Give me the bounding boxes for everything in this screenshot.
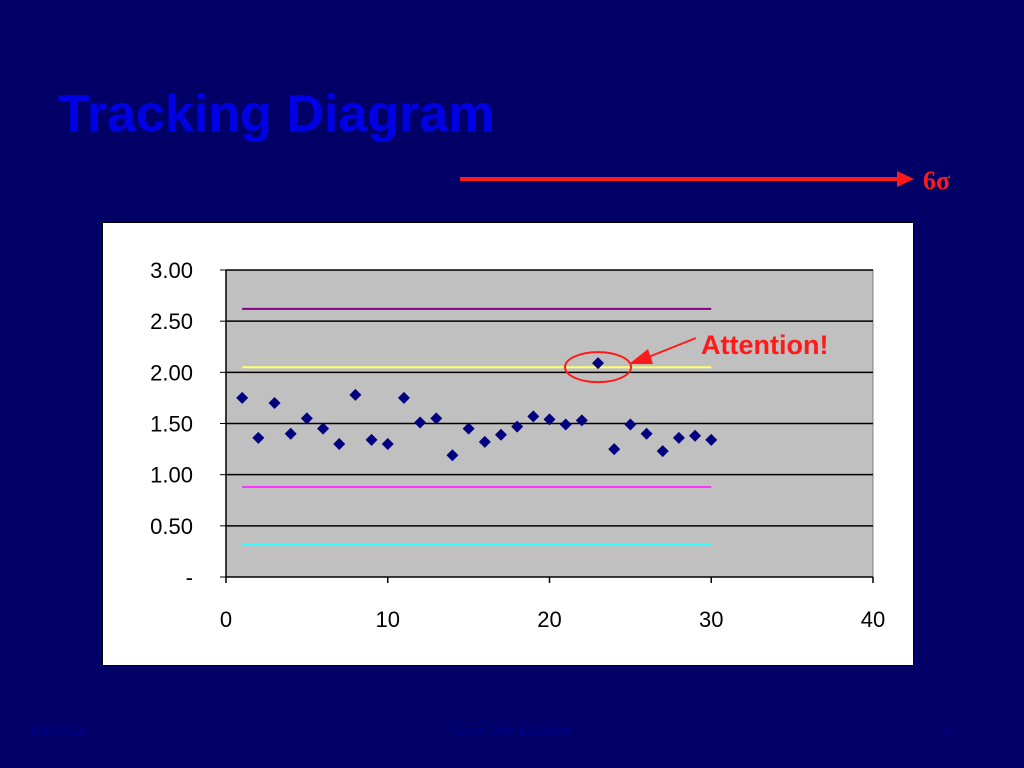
attention-arrow-head [629, 349, 653, 364]
data-point [624, 418, 637, 431]
data-point [381, 437, 394, 450]
x-tick-label: 0 [220, 607, 232, 632]
data-point [397, 391, 410, 404]
data-point [608, 443, 621, 456]
data-point [543, 413, 556, 426]
data-point [689, 429, 702, 442]
data-point [705, 433, 718, 446]
attention-ellipse [564, 351, 633, 384]
data-point [559, 418, 572, 431]
data-point [575, 414, 588, 427]
data-point [284, 427, 297, 440]
data-point [462, 422, 475, 435]
data-point [656, 445, 669, 458]
chart-frame: - 0.50 1.00 1.50 2.00 2.50 3.00 0 10 20 30 40 Attent… [102, 222, 914, 666]
x-tick-label: 10 [376, 607, 400, 632]
x-tick-label: 40 [861, 607, 885, 632]
data-point [640, 427, 653, 440]
y-tick-label: 0.50 [150, 514, 193, 539]
y-tick-label: 1.50 [150, 412, 193, 437]
x-tick-label: 20 [537, 607, 561, 632]
data-point [592, 357, 605, 370]
data-point [349, 388, 362, 401]
data-point [414, 416, 427, 429]
data-point [317, 422, 330, 435]
data-point [333, 437, 346, 450]
data-point [236, 391, 249, 404]
footer-date: 8/1/2014 [31, 722, 86, 738]
data-point [527, 410, 540, 423]
data-point [494, 428, 507, 441]
data-point [478, 435, 491, 448]
data-point [672, 431, 685, 444]
footer-page-number: 4 [944, 722, 952, 738]
scatter-chart: - 0.50 1.00 1.50 2.00 2.50 3.00 0 10 20 30 40 Attent… [150, 258, 885, 632]
data-point [268, 397, 281, 410]
data-point [446, 449, 459, 462]
x-tick-label: 30 [699, 607, 723, 632]
attention-arrow-shaft [645, 337, 697, 359]
data-point [511, 420, 524, 433]
data-point [365, 433, 378, 446]
y-tick-label: 3.00 [150, 258, 193, 283]
y-tick-label: - [186, 565, 193, 590]
attention-label: Attention! [701, 330, 828, 360]
y-tick-label: 2.00 [150, 360, 193, 385]
data-point [300, 412, 313, 425]
sigma-arrow-head [897, 171, 914, 187]
data-point [252, 431, 265, 444]
y-tick-label: 1.00 [150, 463, 193, 488]
sigma-label: 6σ [923, 166, 951, 195]
slide-title: Tracking Diagram [58, 85, 495, 143]
footer-title: Case One Example [451, 722, 573, 738]
y-tick-label: 2.50 [150, 309, 193, 334]
data-point [430, 412, 443, 425]
